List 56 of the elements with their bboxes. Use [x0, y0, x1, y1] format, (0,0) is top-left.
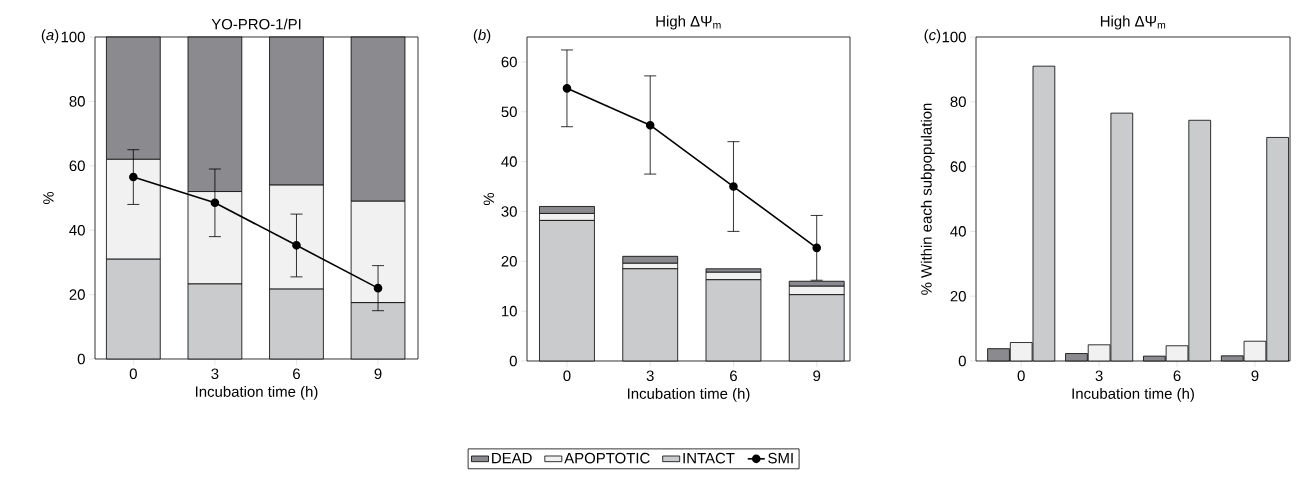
- chart-title: YO-PRO-1/PI: [211, 18, 301, 30]
- y-tick-label: 0: [958, 355, 966, 367]
- x-axis-title: Incubation time (h): [628, 387, 750, 402]
- chart-title: High ΔΨ$_{m}$: [1100, 15, 1166, 30]
- x-axis-title: Incubation time (h): [195, 385, 318, 400]
- point: [210, 198, 220, 208]
- x-tick-label: 3: [646, 370, 654, 382]
- legend-label: APOPTOTIC: [564, 452, 650, 464]
- x-tick-label: 0: [129, 368, 137, 380]
- y-tick-label: 100: [61, 31, 85, 43]
- y-tick-label: 40: [69, 224, 85, 236]
- point: [129, 172, 138, 182]
- x-tick-label: 0: [563, 370, 571, 382]
- y-tick-label: 0: [509, 355, 517, 367]
- point: [292, 241, 301, 250]
- x-tick-label: 6: [293, 368, 300, 380]
- x-tick-label: 6: [1173, 370, 1181, 382]
- y-tick-label: 20: [501, 256, 517, 267]
- y-tick-label: 80: [69, 96, 85, 107]
- point: [645, 120, 655, 130]
- x-tick-label: 3: [1095, 370, 1103, 382]
- y-tick-label: 40: [950, 226, 966, 237]
- y-tick-label: 60: [69, 160, 85, 172]
- y-tick-label: 40: [501, 156, 517, 167]
- x-axis-title: Incubation time (h): [1072, 387, 1194, 402]
- y-tick-label: 100: [942, 31, 966, 43]
- legend-label: INTACT: [683, 452, 735, 464]
- legend-label: SMI: [768, 452, 793, 464]
- bar: [622, 255, 679, 264]
- y-tick-label: 60: [950, 161, 966, 172]
- text: (a): [41, 29, 59, 44]
- text: (c): [924, 29, 941, 44]
- y-tick-label: 30: [501, 206, 517, 217]
- text: (b): [473, 29, 491, 44]
- legend-label: DEAD: [492, 452, 532, 464]
- y-tick-label: 60: [501, 56, 517, 68]
- chart-title: High ΔΨ$_{m}$: [656, 15, 721, 30]
- y-axis-title: %: [43, 191, 54, 205]
- x-tick-label: 0: [1017, 370, 1025, 382]
- y-tick-label: 50: [501, 106, 517, 118]
- y-tick-label: 80: [950, 96, 966, 108]
- y-tick-label: 20: [69, 289, 85, 300]
- point: [729, 182, 738, 191]
- x-tick-label: 3: [211, 368, 219, 380]
- y-tick-label: 20: [950, 290, 966, 302]
- point: [562, 84, 572, 93]
- x-tick-label: 9: [813, 370, 821, 382]
- y-tick-label: 0: [77, 353, 85, 365]
- x-tick-label: 9: [374, 368, 382, 380]
- y-tick-label: 10: [502, 305, 517, 317]
- point: [812, 243, 822, 253]
- x-tick-label: 6: [730, 370, 737, 382]
- x-tick-label: 9: [1251, 370, 1259, 382]
- point: [373, 283, 383, 293]
- y-axis-title: %: [483, 192, 495, 206]
- y-axis-title: % Within each subpopulation: [920, 103, 935, 295]
